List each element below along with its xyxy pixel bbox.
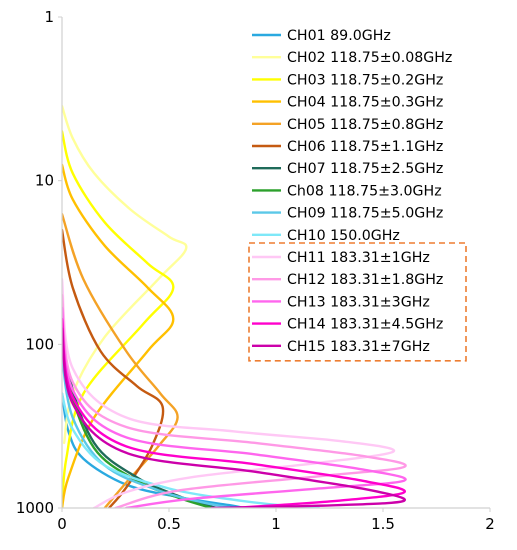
legend-label-8: Ch08 118.75±3.0GHz bbox=[287, 183, 442, 199]
series-line-11 bbox=[62, 278, 395, 508]
legend: CH01 89.0GHz CH02 118.75±0.08GHz CH03 118.… bbox=[248, 28, 467, 362]
legend-label-6: CH06 118.75±1.1GHz bbox=[287, 139, 443, 155]
legend-label-11: CH11 183.31±1GHz bbox=[287, 250, 430, 266]
legend-label-7: CH07 118.75±2.5GHz bbox=[287, 161, 443, 177]
series-line-3 bbox=[62, 130, 175, 508]
series-line-2 bbox=[62, 104, 188, 445]
series-line-14 bbox=[62, 317, 406, 508]
x-tick-label: 2 bbox=[485, 515, 495, 533]
x-tick-label: 0 bbox=[57, 515, 67, 533]
series-line-9 bbox=[62, 356, 235, 508]
legend-label-14: CH14 183.31±4.5GHz bbox=[287, 317, 443, 333]
legend-label-13: CH13 183.31±3GHz bbox=[287, 294, 430, 310]
legend-label-10: CH10 150.0GHz bbox=[287, 228, 400, 244]
series-line-15 bbox=[62, 327, 406, 508]
x-tick-label: 1 bbox=[271, 515, 281, 533]
legend-label-9: CH09 118.75±5.0GHz bbox=[287, 206, 443, 222]
x-tick-label: 1.5 bbox=[371, 515, 395, 533]
series-line-12 bbox=[62, 293, 407, 508]
y-tick-label: 100 bbox=[25, 335, 54, 353]
legend-label-2: CH02 118.75±0.08GHz bbox=[287, 50, 452, 66]
curves-layer bbox=[62, 104, 407, 508]
y-tick-label: 10 bbox=[35, 172, 54, 190]
highlight-box bbox=[248, 242, 467, 362]
series-line-1 bbox=[62, 392, 246, 508]
y-tick-label: 1000 bbox=[16, 499, 54, 517]
legend-label-12: CH12 183.31±1.8GHz bbox=[287, 272, 443, 288]
x-tick-label: 0.5 bbox=[157, 515, 181, 533]
y-tick-label: 1 bbox=[44, 8, 54, 26]
series-line-13 bbox=[62, 306, 407, 508]
legend-label-15: CH15 183.31±7GHz bbox=[287, 339, 430, 355]
series-line-5 bbox=[62, 212, 179, 508]
legend-label-5: CH05 118.75±0.8GHz bbox=[287, 117, 443, 133]
legend-label-4: CH04 118.75±0.3GHz bbox=[287, 95, 443, 111]
legend-label-3: CH03 118.75±0.2GHz bbox=[287, 72, 443, 88]
series-line-6 bbox=[62, 228, 165, 508]
series-line-4 bbox=[62, 163, 175, 508]
legend-label-1: CH01 89.0GHz bbox=[287, 28, 391, 44]
